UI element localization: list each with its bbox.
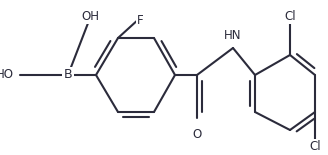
Text: O: O bbox=[193, 128, 202, 141]
Text: HN: HN bbox=[224, 29, 242, 42]
Text: B: B bbox=[64, 69, 72, 82]
Text: Cl: Cl bbox=[309, 140, 321, 153]
Text: F: F bbox=[137, 14, 143, 27]
Text: HO: HO bbox=[0, 69, 14, 82]
Text: Cl: Cl bbox=[284, 10, 296, 23]
Text: OH: OH bbox=[81, 10, 99, 23]
